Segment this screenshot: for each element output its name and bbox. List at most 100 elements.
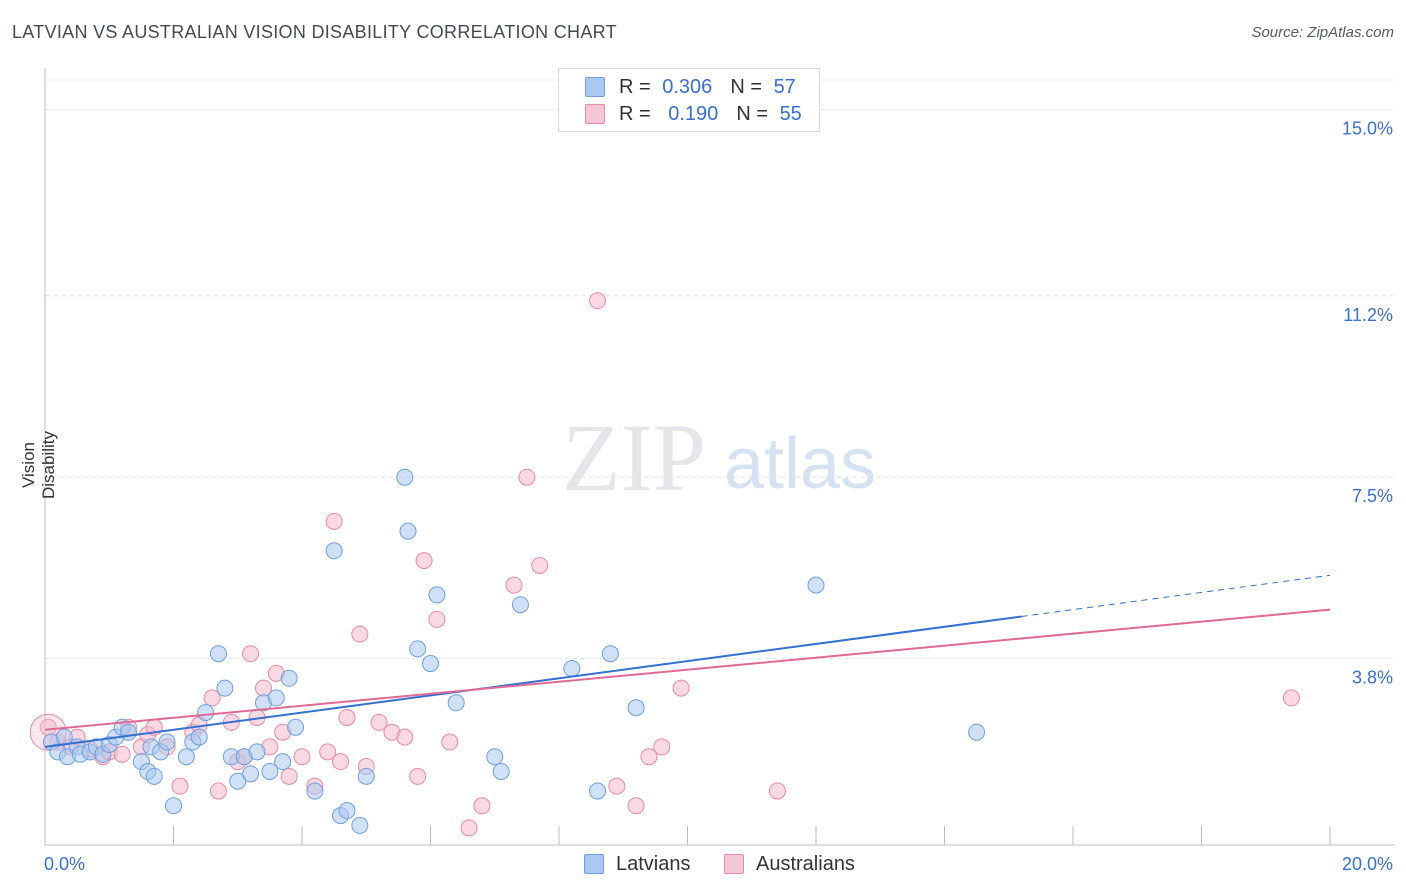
y-axis-label: Vision Disability bbox=[19, 430, 58, 500]
australians-point bbox=[370, 713, 388, 731]
y-tick-label: 15.0% bbox=[1342, 118, 1393, 138]
australians-point bbox=[608, 777, 626, 795]
latvians-point bbox=[248, 743, 266, 761]
latvians-point bbox=[422, 655, 439, 673]
australians-point bbox=[280, 767, 298, 785]
latvians-point bbox=[209, 645, 227, 663]
latvians-point bbox=[177, 748, 195, 766]
australians-point bbox=[473, 797, 491, 815]
latvians-point bbox=[274, 753, 292, 771]
latvians-r-value: 0.306 bbox=[662, 75, 713, 98]
latvians-point bbox=[261, 762, 279, 780]
australians-point bbox=[460, 819, 478, 837]
latvians-trend-line bbox=[44, 615, 1022, 748]
latvians-point bbox=[267, 689, 285, 707]
australians-swatch bbox=[585, 104, 605, 124]
bottom-legend-latvians: Latvians bbox=[584, 850, 691, 878]
bottom-legend-australians: Australians bbox=[724, 850, 855, 878]
australians-point bbox=[332, 753, 350, 771]
latvians-point bbox=[338, 802, 356, 820]
australians-point bbox=[640, 748, 658, 766]
australians-points bbox=[29, 292, 1300, 837]
australians-point bbox=[1282, 689, 1300, 707]
bottom-latvians-swatch bbox=[584, 854, 604, 874]
latvians-point bbox=[428, 586, 446, 604]
australians-point bbox=[409, 767, 427, 785]
latvians-point bbox=[589, 782, 607, 800]
australians-point bbox=[505, 576, 523, 594]
latvians-point bbox=[190, 728, 208, 746]
bottom-australians-label: Australians bbox=[756, 852, 855, 875]
australians-point bbox=[768, 782, 786, 800]
trend-lines bbox=[44, 574, 1331, 748]
y-tick-label: 11.2% bbox=[1343, 305, 1393, 325]
y-tick-label: 7.5% bbox=[1352, 486, 1393, 506]
x-tick-label-end: 20.0% bbox=[1342, 854, 1393, 874]
latvians-points bbox=[42, 468, 986, 834]
australians-r-value: 0.190 bbox=[668, 102, 719, 125]
latvians-point bbox=[968, 723, 986, 741]
latvians-point bbox=[357, 767, 375, 785]
latvians-n-label: N = bbox=[730, 75, 762, 98]
latvians-point bbox=[399, 522, 417, 540]
latvians-point bbox=[242, 765, 260, 783]
watermark-atlas: atlas bbox=[724, 424, 876, 504]
australians-point bbox=[242, 645, 260, 663]
australians-n-label: N = bbox=[736, 102, 768, 125]
latvians-point bbox=[145, 767, 163, 785]
australians-point bbox=[589, 292, 607, 310]
bottom-latvians-label: Latvians bbox=[616, 852, 691, 875]
latvians-point bbox=[627, 699, 645, 717]
latvians-point bbox=[601, 645, 619, 663]
australians-trend-line bbox=[44, 608, 1331, 731]
latvians-point bbox=[197, 704, 215, 722]
y-tick-label: 3.8% bbox=[1352, 668, 1393, 688]
latvians-point bbox=[158, 733, 176, 751]
legend-row-latvians: R = 0.306 N = 57 bbox=[585, 74, 796, 100]
australians-point bbox=[209, 782, 227, 800]
australians-point bbox=[627, 797, 645, 815]
latvians-r-label: R = bbox=[619, 75, 651, 98]
australians-point bbox=[171, 777, 189, 795]
tick-labels: 3.8% 7.5% 11.2% 15.0% 0.0% 20.0% bbox=[44, 118, 1393, 874]
australians-point bbox=[531, 556, 549, 574]
australians-point bbox=[396, 728, 414, 746]
latvians-point bbox=[492, 762, 510, 780]
axes-layer bbox=[44, 68, 1395, 846]
latvians-point bbox=[120, 723, 138, 741]
australians-point bbox=[518, 468, 536, 486]
latvians-point bbox=[306, 782, 324, 800]
latvians-point bbox=[280, 669, 298, 687]
latvians-point bbox=[325, 542, 343, 560]
latvians-point bbox=[486, 748, 504, 766]
watermark-zip: ZIP bbox=[562, 404, 706, 511]
latvians-point bbox=[351, 816, 369, 834]
australians-n-value: 55 bbox=[779, 102, 802, 125]
grid-layer bbox=[45, 79, 1395, 660]
latvians-point bbox=[229, 772, 247, 790]
watermark: ZIP atlas bbox=[562, 404, 876, 511]
australians-point bbox=[351, 625, 369, 643]
latvians-swatch bbox=[585, 77, 605, 97]
australians-r-label: R = bbox=[619, 102, 651, 125]
australians-point bbox=[113, 745, 131, 763]
x-tick-label-start: 0.0% bbox=[44, 854, 85, 874]
australians-point bbox=[319, 743, 337, 761]
legend: R = 0.306 N = 57 R = 0.190 N = 55 bbox=[558, 68, 820, 132]
australians-point bbox=[653, 738, 671, 756]
latvians-point bbox=[563, 659, 581, 677]
legend-row-australians: R = 0.190 N = 55 bbox=[585, 101, 802, 127]
latvians-n-value: 57 bbox=[773, 75, 796, 98]
chart-title: LATVIAN VS AUSTRALIAN VISION DISABILITY … bbox=[12, 22, 617, 42]
source-label: Source: ZipAtlas.com bbox=[1251, 24, 1394, 41]
latvians-point bbox=[396, 468, 414, 486]
latvians-point bbox=[409, 640, 427, 658]
latvians-point bbox=[807, 576, 825, 594]
latvians-point bbox=[287, 718, 305, 736]
latvians-point bbox=[511, 596, 529, 614]
australians-point bbox=[203, 689, 221, 707]
australians-point bbox=[415, 552, 433, 570]
australians-point bbox=[338, 709, 356, 726]
latvians-point bbox=[216, 679, 234, 697]
